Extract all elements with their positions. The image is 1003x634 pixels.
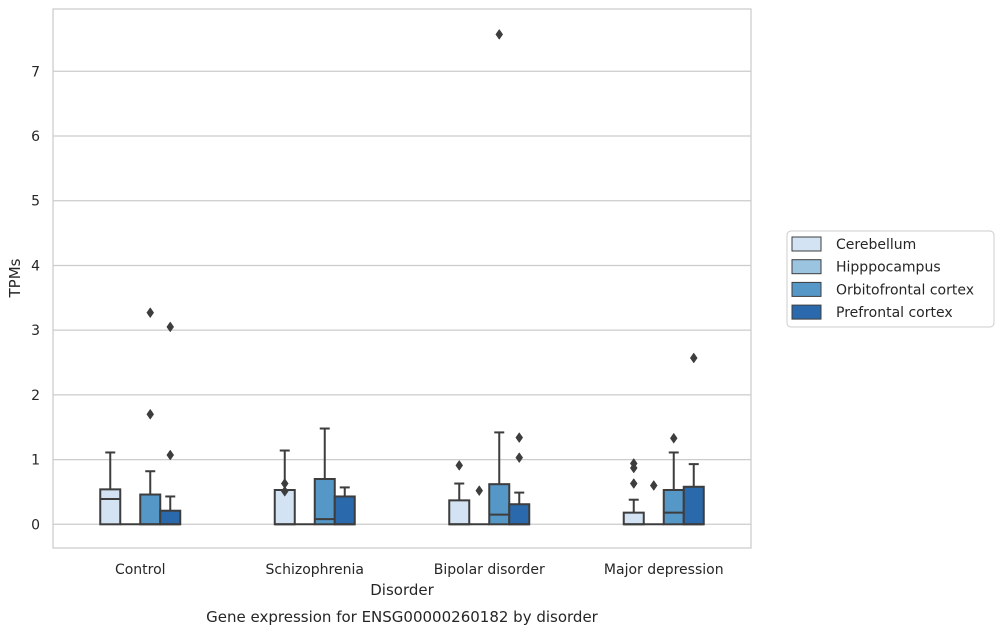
box — [313, 478, 336, 526]
legend-swatch — [791, 259, 822, 275]
x-tick-label: Major depression — [604, 562, 724, 578]
x-tick-label: Bipolar disorder — [434, 562, 545, 578]
legend-swatch — [791, 281, 822, 297]
y-tick-labels: 0 1 2 3 4 5 6 7 — [31, 64, 40, 533]
legend-label: Hipppocampus — [836, 260, 941, 276]
plot-background — [53, 9, 751, 548]
x-axis-title: Disorder — [370, 581, 434, 599]
outlier-point — [146, 307, 155, 319]
box — [508, 503, 531, 526]
legend-label: Prefrontal cortex — [836, 305, 953, 321]
y-tick-label: 5 — [31, 194, 40, 210]
legend-frame — [786, 230, 995, 328]
outlier-point — [515, 452, 524, 464]
category-group — [622, 352, 705, 526]
outlier-point — [455, 459, 464, 471]
box — [662, 489, 685, 526]
legend-swatch — [791, 304, 822, 320]
box — [99, 488, 122, 526]
outlier-point — [629, 462, 638, 474]
y-tick-label: 7 — [31, 64, 40, 80]
y-tick-label: 3 — [31, 323, 40, 339]
outlier-point — [166, 449, 175, 461]
x-tick-labels: Control Schizophrenia Bipolar disorder Majo… — [115, 562, 724, 578]
legend: Cerebellum Hipppocampus Orbitofrontal cort… — [786, 230, 995, 328]
box — [682, 485, 705, 526]
box — [159, 509, 182, 526]
outlier-point — [669, 432, 678, 444]
box-groups — [99, 28, 705, 526]
plot-frame — [52, 8, 752, 549]
outlier-point — [515, 432, 524, 444]
outlier-point — [166, 321, 175, 333]
y-tick-label: 4 — [31, 258, 40, 274]
box — [488, 483, 511, 526]
legend-label: Cerebellum — [836, 237, 916, 253]
y-tick-label: 2 — [31, 388, 40, 404]
y-axis-title: TPMs — [6, 258, 24, 298]
outlier-point — [689, 352, 698, 364]
x-tick-label: Schizophrenia — [266, 562, 364, 578]
chart-caption: Gene expression for ENSG00000260182 by d… — [206, 608, 599, 626]
y-tick-label: 0 — [31, 517, 40, 533]
category-group — [448, 28, 531, 526]
legend-label: Orbitofrontal cortex — [836, 282, 974, 298]
outlier-point — [649, 480, 658, 491]
x-tick-label: Control — [115, 562, 166, 578]
outlier-point — [495, 28, 504, 40]
y-tick-label: 1 — [31, 453, 40, 469]
box — [333, 495, 356, 526]
category-group — [273, 427, 356, 526]
outlier-point — [280, 485, 289, 497]
category-group — [99, 307, 182, 526]
legend-swatch — [791, 236, 822, 252]
y-tick-label: 6 — [31, 129, 40, 145]
outlier-point — [475, 485, 484, 497]
outlier-point — [146, 408, 155, 420]
legend-items: Cerebellum Hipppocampus Orbitofrontal cort… — [791, 236, 974, 321]
outlier-point — [629, 478, 638, 489]
box — [448, 499, 471, 526]
box — [139, 493, 162, 526]
box — [622, 511, 645, 526]
